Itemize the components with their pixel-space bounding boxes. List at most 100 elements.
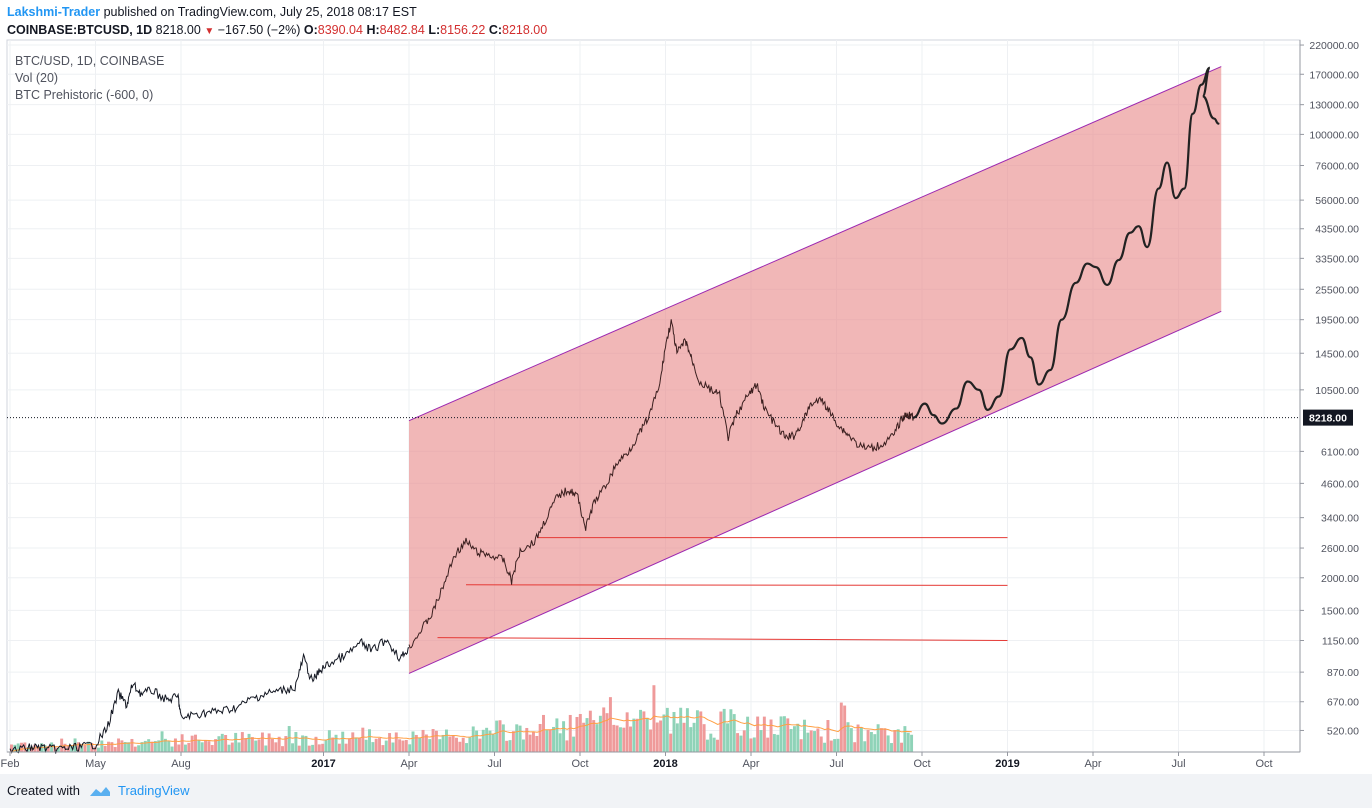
volume-bar <box>143 740 147 752</box>
created-with-text: Created with <box>7 783 80 798</box>
volume-bar <box>287 726 291 752</box>
volume-bar <box>204 740 208 752</box>
volume-bar <box>113 747 117 752</box>
publish-text: published on TradingView.com, July 25, 2… <box>100 5 417 19</box>
last-price: 8218.00 <box>155 23 201 37</box>
x-tick-label: 2018 <box>653 758 677 770</box>
volume-bar <box>639 709 643 752</box>
volume-bar <box>220 733 224 752</box>
volume-bar <box>244 738 248 752</box>
volume-bar <box>418 737 422 752</box>
support-lines[interactable] <box>437 537 1008 642</box>
volume-bar <box>471 726 475 752</box>
y-tick-label: 76000.00 <box>1315 161 1359 173</box>
volume-bar <box>93 746 97 752</box>
volume-bar <box>150 741 154 752</box>
volume-bar <box>224 734 228 752</box>
volume-bar <box>107 741 110 752</box>
volume-bar <box>321 743 325 752</box>
volume-bar <box>655 722 659 752</box>
open-label: O: <box>303 23 318 37</box>
chart-header: Lakshmi-Trader published on TradingView.… <box>0 0 1372 40</box>
volume-bar <box>190 735 194 752</box>
volume-bar <box>528 734 532 752</box>
volume-bar <box>157 740 161 752</box>
x-tick-label: Oct <box>571 758 588 770</box>
volume-bar <box>468 737 472 752</box>
volume-bar <box>80 745 84 752</box>
volume-bar <box>36 746 40 752</box>
close-label: C: <box>488 23 503 37</box>
last-price-badge <box>1303 409 1353 426</box>
down-triangle-icon: ▼ <box>204 26 215 37</box>
volume-bar <box>782 716 786 752</box>
volume-bar <box>291 743 295 752</box>
volume-bar <box>364 739 368 752</box>
volume-bar <box>247 733 251 752</box>
volume-bar <box>170 746 174 752</box>
volume-bar <box>766 737 770 752</box>
volume-bar <box>110 742 114 752</box>
tradingview-link[interactable]: TradingView <box>118 783 190 798</box>
volume-bar <box>910 734 914 752</box>
volume-bar <box>873 734 877 752</box>
volume-bar <box>732 714 736 752</box>
y-tick-label: 670.00 <box>1327 697 1359 709</box>
volume-bar <box>719 711 723 752</box>
y-tick-label: 19500.00 <box>1315 315 1359 327</box>
price-channel[interactable] <box>408 66 1222 674</box>
volume-bar <box>682 722 686 752</box>
volume-bar <box>846 722 850 752</box>
volume-bar <box>833 739 837 752</box>
volume-bar <box>398 739 402 752</box>
volume-bar <box>485 727 489 752</box>
close-value: 8218.00 <box>502 23 548 37</box>
volume-bar <box>826 720 830 752</box>
author-link[interactable]: Lakshmi-Trader <box>7 5 101 19</box>
volume-bar <box>746 716 750 752</box>
volume-bar <box>662 714 666 752</box>
volume-bar <box>227 744 231 752</box>
volume-bar <box>545 730 549 752</box>
volume-bar <box>120 740 124 752</box>
volume-bar <box>890 743 893 752</box>
volume-bar <box>776 734 780 752</box>
volume-bar <box>264 745 268 752</box>
volume-bar <box>177 744 181 752</box>
chart-legend: BTC/USD, 1D, COINBASE Vol (20) BTC Prehi… <box>15 53 164 104</box>
volume-bar <box>270 738 274 752</box>
volume-bar <box>578 714 582 752</box>
volume-bar <box>679 707 683 752</box>
volume-bar <box>699 711 703 752</box>
price-chart[interactable]: 220000.00 170000.00 130000.00 100000.00 7600… <box>0 0 1372 774</box>
volume-bar <box>130 738 134 752</box>
volume-bar <box>444 729 448 752</box>
volume-bar <box>86 741 90 752</box>
volume-bar <box>876 724 880 752</box>
volume-bar <box>823 742 827 752</box>
volume-bar <box>461 737 465 752</box>
volume-bar <box>702 724 706 752</box>
volume-bar <box>508 740 512 752</box>
y-tick-label: 220000.00 <box>1309 40 1359 52</box>
volume-bar <box>441 734 445 752</box>
high-value: 8482.84 <box>379 23 425 37</box>
volume-bar <box>695 710 699 752</box>
volume-bar <box>30 747 34 752</box>
volume-bar <box>314 736 318 752</box>
volume-bar <box>712 737 716 752</box>
volume-bar <box>200 742 204 752</box>
volume-bar <box>361 727 365 752</box>
volume-bar <box>542 714 545 752</box>
volume-bar <box>83 745 87 752</box>
volume-bar <box>307 745 311 752</box>
volume-bar <box>378 738 382 752</box>
volume-bar <box>595 724 599 752</box>
symbol-label: COINBASE:BTCUSD, 1D <box>7 23 153 37</box>
volume-bar <box>809 730 813 752</box>
volume-bar <box>856 724 860 752</box>
x-tick-label: Apr <box>742 758 759 770</box>
y-tick-label: 6100.00 <box>1321 446 1359 458</box>
legend-indicator: BTC Prehistoric (-600, 0) <box>15 88 154 102</box>
volume-bar <box>434 730 438 752</box>
